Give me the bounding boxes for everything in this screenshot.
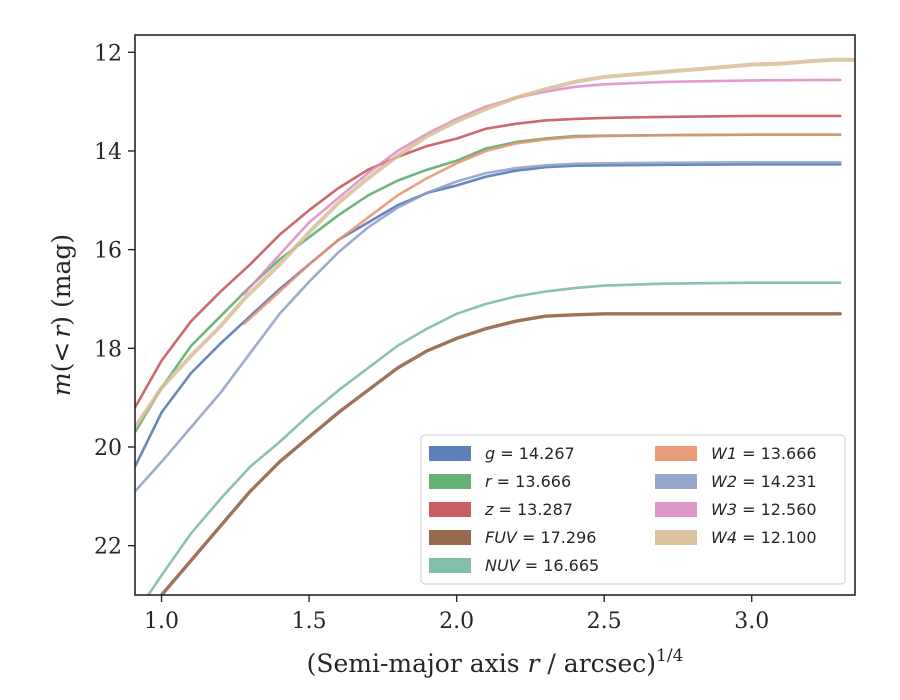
legend-label: W3 = 12.560 [711,500,817,519]
legend-swatch [429,446,471,461]
y-tick-label: 18 [94,337,122,362]
legend-label: W2 = 14.231 [711,472,817,491]
legend-swatch [655,502,697,517]
y-axis-label: m(<r) (mag) [47,234,76,396]
legend-label: z = 13.287 [484,500,573,519]
legend-label: NUV = 16.665 [485,556,599,575]
y-tick-label: 22 [94,535,122,560]
y-ticks: 12 14 16 18 20 22 [94,41,135,560]
legend-item-z: z = 13.287 [429,500,573,519]
series-line-w2 [135,161,842,493]
legend-swatch [429,474,471,489]
x-tick-label: 3.0 [734,609,769,634]
legend: g = 14.267 r = 13.666 z = 13.287 FUV = 17.2… [420,434,846,585]
legend-label: W1 = 13.666 [711,444,817,463]
legend-swatch [655,446,697,461]
legend-swatch [429,558,471,573]
legend-swatch [429,530,471,545]
legend-label: W4 = 12.100 [711,528,817,547]
x-tick-label: 1.0 [144,609,179,634]
x-ticks: 1.0 1.5 2.0 2.5 3.0 [144,595,769,634]
series-line-z [135,114,842,409]
legend-item-nuv: NUV = 16.665 [429,556,599,575]
plot-frame [134,34,856,596]
x-tick-label: 2.0 [439,609,474,634]
legend-label: FUV = 17.296 [485,528,596,547]
y-tick-label: 20 [94,436,122,461]
series-line-w1 [242,133,842,325]
legend-label: r = 13.666 [485,472,571,491]
legend-item-w3: W3 = 12.560 [655,500,817,519]
y-tick-label: 14 [94,140,122,165]
y-tick-label: 12 [94,41,122,66]
legend-label: g = 14.267 [485,444,575,463]
series-line-nuv [146,281,842,595]
series-line-fuv [159,312,842,595]
y-tick-label: 16 [94,239,122,264]
x-tick-label: 2.5 [587,609,622,634]
legend-item-w2: W2 = 14.231 [655,472,817,491]
series-layer [135,57,855,595]
legend-box [420,434,846,585]
legend-swatch [655,530,697,545]
legend-item-fuv: FUV = 17.296 [429,528,596,547]
legend-swatch [655,474,697,489]
legend-item-g: g = 14.267 [429,444,575,463]
x-tick-label: 1.5 [292,609,327,634]
x-axis-label: (Semi-major axis r / arcsec)1/4 [307,646,684,678]
series-line-w3 [242,78,842,296]
series-line-w4 [135,57,855,430]
legend-item-w1: W1 = 13.666 [655,444,817,463]
legend-item-r: r = 13.666 [429,472,571,491]
legend-swatch [429,502,471,517]
legend-item-w4: W4 = 12.100 [655,528,817,547]
